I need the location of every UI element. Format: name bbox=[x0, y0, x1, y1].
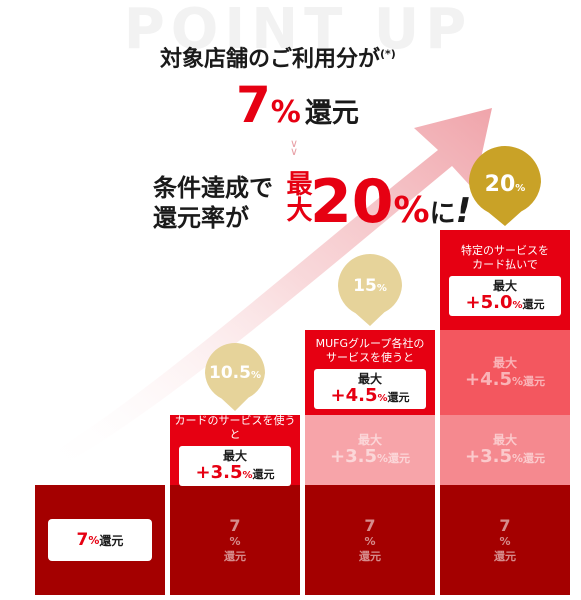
step-kangen: 還元 bbox=[522, 298, 545, 311]
max-rate-bang: ! bbox=[455, 191, 472, 231]
base-value-box: 7% 還元 bbox=[48, 519, 152, 561]
total-pct: % bbox=[250, 370, 261, 381]
step-3-active: 特定のサービスを カード払いで 最大 +5.0%還元 bbox=[440, 230, 570, 330]
max-rate-ni: に bbox=[429, 199, 456, 229]
total-pct: % bbox=[515, 183, 526, 194]
ghost-base-pct: % bbox=[499, 535, 511, 548]
max-word: 最大 bbox=[222, 449, 247, 463]
ghost-value: +3.5 bbox=[465, 446, 512, 467]
base-bar-label: 7% 還元 bbox=[35, 485, 165, 595]
ghost-base-pct: % bbox=[229, 535, 241, 548]
bar-1-segment-0 bbox=[170, 485, 300, 595]
bar-3-segment-2 bbox=[440, 330, 570, 415]
ghost-base-kangen: 還元 bbox=[224, 550, 246, 563]
growth-arrow bbox=[40, 108, 492, 470]
ghost-value: +3.5 bbox=[330, 446, 377, 467]
total-label-2: 15% bbox=[338, 254, 402, 318]
step-pct: % bbox=[242, 470, 253, 481]
step-pct: % bbox=[512, 300, 523, 311]
header-line1: 対象店舗のご利用分が(*) bbox=[160, 41, 396, 73]
step-2-active: MUFGグループ各社の サービスを使うと 最大 +4.5%還元 bbox=[305, 330, 435, 415]
step-value-box: 最大 +3.5%還元 bbox=[179, 446, 291, 486]
total-bubble-1 bbox=[205, 343, 265, 411]
bar-3-segment-1 bbox=[440, 415, 570, 485]
step-label-line-1: サービスを使うと bbox=[326, 350, 414, 364]
max-word: 最大 bbox=[492, 279, 517, 293]
step-value-box: 最大 +5.0%還元 bbox=[449, 276, 561, 316]
total-value: 15 bbox=[353, 276, 377, 296]
ghost-base-value: 7 bbox=[499, 516, 511, 535]
total-value: 10.5 bbox=[209, 363, 251, 383]
step-value: +3.5 bbox=[195, 462, 243, 483]
max-label: 最大 bbox=[282, 170, 312, 229]
ghost-pct: % bbox=[511, 374, 523, 388]
ghost-step-3-2: 最大 +4.5%還元 bbox=[440, 330, 570, 415]
bar-2-segment-1 bbox=[305, 415, 435, 485]
total-label-3: 20% bbox=[469, 146, 541, 218]
condition-line1: 条件達成で bbox=[153, 174, 273, 202]
header-line1-text: 対象店舗のご利用分が bbox=[160, 47, 381, 72]
header-note: (*) bbox=[380, 47, 396, 61]
total-pct: % bbox=[376, 283, 387, 294]
step-kangen: 還元 bbox=[387, 390, 410, 404]
bar-3-segment-0 bbox=[440, 485, 570, 595]
ghost-kangen: 還元 bbox=[523, 374, 545, 388]
total-label-1: 10.5% bbox=[205, 343, 265, 403]
base-ghost-3: 7% 還元 bbox=[440, 485, 570, 595]
base-kangen: 還元 bbox=[99, 533, 124, 548]
step-value: +4.5 bbox=[330, 384, 378, 406]
ghost-max: 最大 bbox=[492, 433, 517, 447]
max-rate-headline: 20%に! bbox=[310, 172, 471, 232]
base-rate-pct: % bbox=[270, 95, 301, 130]
ghost-base-kangen: 還元 bbox=[359, 550, 381, 563]
ghost-value-wrap: +4.5%還元 bbox=[465, 368, 545, 390]
total-bubble-2 bbox=[338, 254, 402, 326]
step-value: +5.0 bbox=[465, 292, 513, 313]
chevron-down-icon: ∨ ∨ bbox=[289, 137, 299, 158]
step-label-line-0: カードのサービスを使うと bbox=[174, 414, 296, 441]
step-label-line-0: 特定のサービスを bbox=[461, 244, 549, 257]
ghost-base-kangen: 還元 bbox=[494, 550, 516, 563]
ghost-base-value: 7 bbox=[229, 516, 241, 535]
total-bubble-3 bbox=[469, 146, 541, 226]
ghost-pct: % bbox=[511, 452, 523, 465]
ghost-value: +4.5 bbox=[465, 368, 512, 390]
max-rate-pct: % bbox=[393, 190, 430, 231]
ghost-max: 最大 bbox=[492, 355, 517, 370]
ghost-kangen: 還元 bbox=[388, 452, 410, 465]
base-ghost-1: 7% 還元 bbox=[170, 485, 300, 595]
step-value-box: 最大 +4.5%還元 bbox=[314, 368, 426, 409]
base-rate-value: 7 bbox=[236, 76, 271, 134]
step-pct: % bbox=[377, 392, 388, 404]
total-value: 20 bbox=[484, 172, 516, 197]
step-kangen: 還元 bbox=[252, 468, 275, 481]
ghost-base-value: 7 bbox=[364, 516, 376, 535]
ghost-kangen: 還元 bbox=[523, 452, 545, 465]
step-label-line-0: MUFGグループ各社の bbox=[315, 336, 425, 350]
max-rate-value: 20 bbox=[310, 167, 394, 237]
base-rate-suffix: 還元 bbox=[304, 98, 359, 129]
point-up-watermark: POINT UP bbox=[123, 0, 473, 62]
ghost-step-2-1: 最大 +3.5%還元 bbox=[305, 415, 435, 485]
ghost-max: 最大 bbox=[357, 433, 382, 447]
ghost-value-wrap: +3.5%還元 bbox=[465, 447, 545, 467]
condition-line2: 還元率が bbox=[153, 204, 249, 232]
base-pct: % bbox=[88, 533, 100, 547]
step-label-line-1: カード払いで bbox=[472, 258, 538, 271]
ghost-value-wrap: +3.5%還元 bbox=[330, 447, 410, 467]
ghost-step-3-1: 最大 +3.5%還元 bbox=[440, 415, 570, 485]
bar-2-segment-0 bbox=[305, 485, 435, 595]
ghost-pct: % bbox=[376, 452, 388, 465]
base-value: 7 bbox=[76, 530, 89, 550]
base-ghost-2: 7% 還元 bbox=[305, 485, 435, 595]
condition-text: 条件達成で 還元率が bbox=[153, 173, 273, 233]
ghost-base-pct: % bbox=[364, 535, 376, 548]
max-label-text: 最大 bbox=[282, 170, 312, 222]
base-rate-headline: 7% 還元 bbox=[236, 80, 359, 130]
step-1-active: カードのサービスを使うと最大 +3.5%還元 bbox=[170, 414, 300, 486]
max-word: 最大 bbox=[357, 371, 382, 386]
